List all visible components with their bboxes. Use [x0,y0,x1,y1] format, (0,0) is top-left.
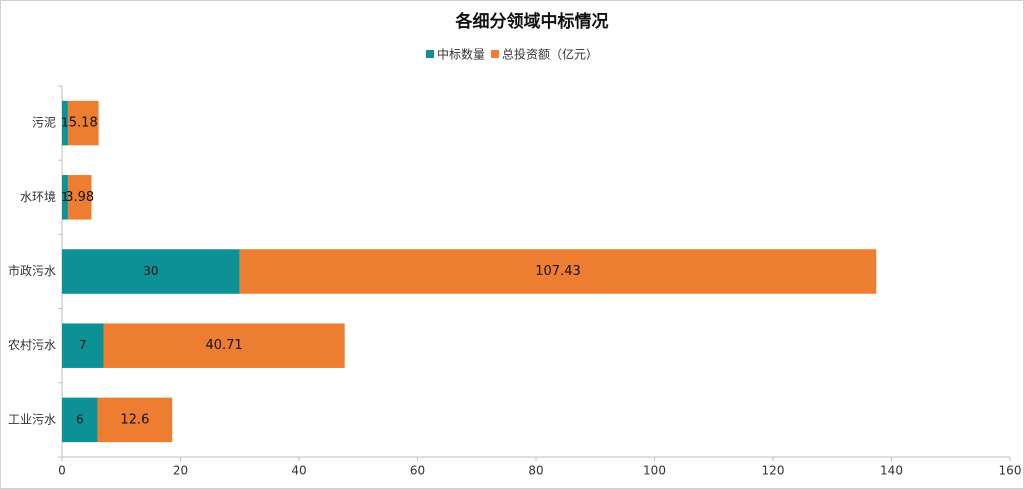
legend-label: 总投资额（亿元） [502,47,598,62]
bar-segment [239,249,877,294]
bar-segment [62,175,68,220]
bar-segment [103,323,345,368]
y-tick-label: 工业污水 [8,412,56,426]
data-label: 30 [143,264,158,278]
bar-segment [67,175,92,220]
bar-segment [62,249,240,294]
data-label: 3.98 [65,190,94,205]
x-tick-label: 140 [880,464,903,478]
chart-title: 各细分领域中标情况 [455,11,609,32]
bar-segment [67,100,99,146]
bar-segment [97,397,173,443]
x-tick-label: 20 [173,464,188,478]
legend: 中标数量 总投资额（亿元） [426,47,598,62]
x-tick-label: 120 [762,464,785,478]
y-tick-label: 污泥 [32,116,56,130]
x-tick-label: 40 [291,464,306,478]
y-tick-label: 市政污水 [8,263,56,278]
y-tick-label: 水环境 [20,189,56,204]
x-tick-label: 100 [643,464,666,478]
legend-swatch [491,50,500,58]
data-label: 107.43 [535,264,581,279]
data-label: 5.18 [69,116,98,131]
x-tick-label: 160 [999,464,1022,478]
legend-label: 中标数量 [437,47,485,62]
data-label: 6 [76,412,84,426]
x-tick-label: 60 [410,464,425,478]
data-label: 7 [79,338,87,352]
x-tick-label: 80 [528,464,543,478]
data-label: 1 [61,190,69,204]
bar-segment [62,323,104,368]
x-tick-label: 0 [58,464,66,478]
data-label: 12.6 [120,412,149,427]
data-label: 40.71 [205,338,242,353]
bar-segment [62,100,68,146]
legend-swatch [426,50,434,58]
bar-segment [62,397,98,443]
data-label: 1 [61,116,69,130]
y-tick-label: 农村污水 [8,338,56,352]
